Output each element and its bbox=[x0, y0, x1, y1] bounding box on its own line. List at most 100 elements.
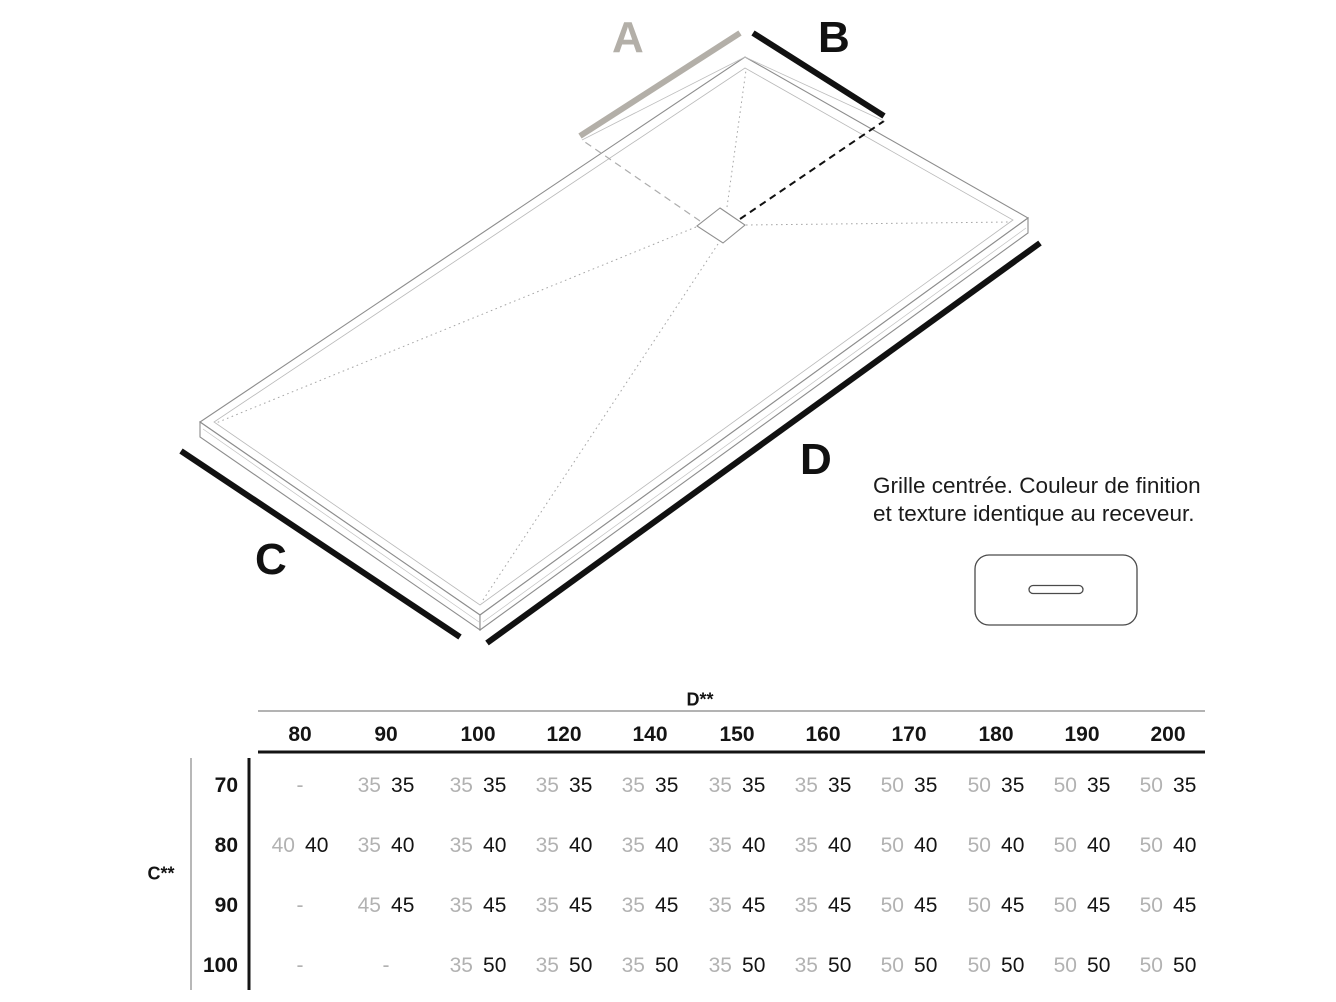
slope-line-right bbox=[745, 221, 1012, 226]
cell-value-a: 35 bbox=[449, 774, 473, 797]
slope-line-top bbox=[726, 69, 747, 208]
cell-value-b: 40 bbox=[483, 834, 507, 857]
cell-value-b: 50 bbox=[1087, 954, 1111, 977]
cell-value-b: 50 bbox=[1001, 954, 1025, 977]
cell-value-a: 50 bbox=[880, 774, 904, 797]
cell-value-a: 35 bbox=[621, 894, 645, 917]
table-cell: 35 35 bbox=[622, 774, 679, 798]
cell-value-a: 35 bbox=[708, 954, 732, 977]
cell-value-b: 45 bbox=[1087, 894, 1111, 917]
cell-value-b: 35 bbox=[1001, 774, 1025, 797]
table-cell: 35 40 bbox=[795, 834, 852, 858]
cell-value-b: 50 bbox=[828, 954, 852, 977]
slope-line-bottom bbox=[480, 243, 719, 604]
cell-value-a: 35 bbox=[794, 834, 818, 857]
cell-value-b: 40 bbox=[1087, 834, 1111, 857]
cell-value-b: 45 bbox=[569, 894, 593, 917]
table-cell: 50 50 bbox=[881, 954, 938, 978]
table-cell: 35 40 bbox=[536, 834, 593, 858]
table-cell-empty: - bbox=[296, 894, 304, 917]
drain-grille-diamond bbox=[696, 207, 746, 244]
table-cell-empty: - bbox=[296, 774, 304, 797]
cell-value-a: 35 bbox=[708, 834, 732, 857]
table-cell: 50 45 bbox=[1140, 894, 1197, 918]
table-cell: 35 50 bbox=[795, 954, 852, 978]
cell-value-a: 40 bbox=[271, 834, 295, 857]
cell-value-b: 45 bbox=[1173, 894, 1197, 917]
cell-value-b: 35 bbox=[1087, 774, 1111, 797]
cell-value-b: 40 bbox=[391, 834, 415, 857]
cell-value-a: 50 bbox=[1139, 834, 1163, 857]
tray-inner-rim bbox=[213, 67, 1014, 606]
cell-value-a: 35 bbox=[535, 894, 559, 917]
dimension-line-A bbox=[578, 30, 742, 139]
table-cell: 35 35 bbox=[795, 774, 852, 798]
dimension-label-a: A bbox=[612, 13, 644, 62]
table-cell: 35 35 bbox=[709, 774, 766, 798]
cell-value-b: 50 bbox=[655, 954, 679, 977]
cell-value-a: 35 bbox=[449, 954, 473, 977]
note-line-2: et texture identique au receveur. bbox=[873, 501, 1195, 526]
tray-side-right-inner-line bbox=[482, 227, 1027, 623]
column-header-150: 150 bbox=[719, 723, 755, 746]
table-cell: 50 50 bbox=[1054, 954, 1111, 978]
table-cell-empty: - bbox=[382, 954, 390, 977]
cell-value-b: 40 bbox=[742, 834, 766, 857]
cell-value-a: 50 bbox=[967, 774, 991, 797]
cell-value-b: 35 bbox=[655, 774, 679, 797]
table-cell: 50 35 bbox=[968, 774, 1025, 798]
column-header-160: 160 bbox=[805, 723, 841, 746]
grille-rectangle-icon bbox=[974, 554, 1138, 626]
cell-value-a: 35 bbox=[794, 774, 818, 797]
cell-value-a: 35 bbox=[535, 954, 559, 977]
dimension-label-b: B bbox=[818, 13, 850, 62]
table-cell: 50 35 bbox=[1054, 774, 1111, 798]
note-line-1: Grille centrée. Couleur de finition bbox=[873, 473, 1201, 498]
table-cell: 35 50 bbox=[622, 954, 679, 978]
dimension-label-c: C bbox=[255, 535, 287, 584]
table-cell: 35 45 bbox=[536, 894, 593, 918]
cell-value-b: 40 bbox=[1001, 834, 1025, 857]
cell-value-a: 35 bbox=[708, 774, 732, 797]
table-row-axis-label: C** bbox=[147, 863, 175, 884]
cell-value-a: 35 bbox=[794, 954, 818, 977]
column-header-100: 100 bbox=[460, 723, 496, 746]
cell-value-b: 35 bbox=[391, 774, 415, 797]
table-cell: 35 35 bbox=[536, 774, 593, 798]
table-cell: 45 45 bbox=[358, 894, 415, 918]
row-header-100: 100 bbox=[202, 954, 238, 977]
cell-value-b: 35 bbox=[1173, 774, 1197, 797]
table-cell: 35 50 bbox=[709, 954, 766, 978]
table-cell: 35 40 bbox=[622, 834, 679, 858]
cell-value-a: 50 bbox=[880, 954, 904, 977]
table-cell: 35 50 bbox=[536, 954, 593, 978]
cell-value-a: 35 bbox=[621, 774, 645, 797]
cell-value-b: 35 bbox=[914, 774, 938, 797]
table-cell: 50 40 bbox=[968, 834, 1025, 858]
table-column-axis-label: D** bbox=[686, 689, 714, 710]
table-cell: 35 35 bbox=[358, 774, 415, 798]
table-cell: 35 50 bbox=[450, 954, 507, 978]
table-cell: 35 40 bbox=[358, 834, 415, 858]
column-header-180: 180 bbox=[978, 723, 1014, 746]
table-cell: 35 45 bbox=[795, 894, 852, 918]
guide-dashed-B bbox=[739, 120, 885, 220]
cell-value-a: 50 bbox=[880, 834, 904, 857]
column-header-140: 140 bbox=[632, 723, 668, 746]
table-cell: 50 50 bbox=[1140, 954, 1197, 978]
dimension-line-C bbox=[179, 448, 462, 640]
cell-value-b: 45 bbox=[1001, 894, 1025, 917]
table-cell: 50 35 bbox=[881, 774, 938, 798]
shower-tray-illustration bbox=[179, 30, 1042, 646]
cell-value-a: 50 bbox=[1053, 954, 1077, 977]
table-cell: 50 40 bbox=[881, 834, 938, 858]
table-cell: 35 40 bbox=[709, 834, 766, 858]
cell-value-a: 35 bbox=[449, 834, 473, 857]
grille-note-block: Grille centrée. Couleur de finition et t… bbox=[873, 472, 1253, 626]
cell-value-a: 50 bbox=[1139, 894, 1163, 917]
ridge-line-left bbox=[581, 56, 746, 141]
column-header-190: 190 bbox=[1064, 723, 1100, 746]
slope-line-left bbox=[215, 226, 697, 424]
cell-value-a: 35 bbox=[535, 774, 559, 797]
tray-side-left-inner-line bbox=[202, 428, 480, 623]
